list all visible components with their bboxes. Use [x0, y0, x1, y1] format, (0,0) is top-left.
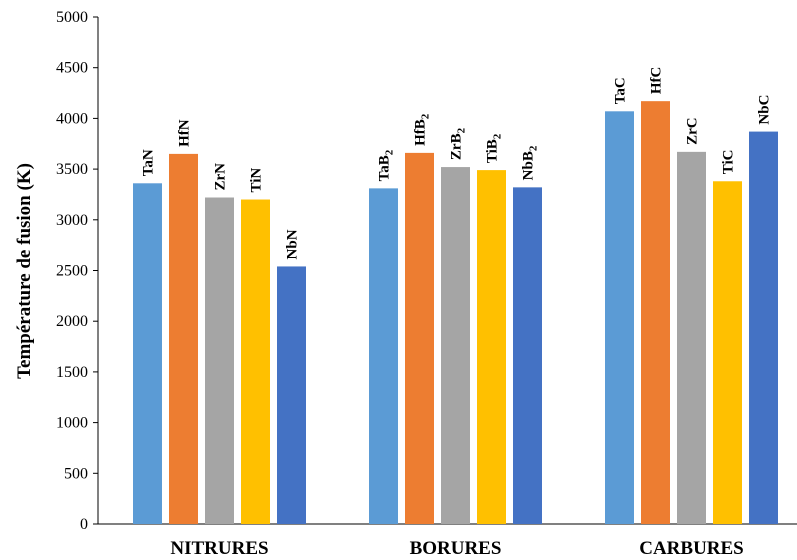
bars [133, 101, 778, 525]
bar-hfn [169, 153, 198, 524]
bar-tin [241, 199, 270, 524]
bar-tic [713, 181, 742, 524]
bar-data-label: ZrC [685, 117, 701, 145]
bar-tac [605, 111, 634, 524]
y-tick-label: 500 [64, 465, 88, 482]
category-label: CARBURES [639, 538, 744, 559]
y-tick-label: 2500 [56, 263, 88, 280]
category-label: NITRURES [170, 538, 268, 559]
y-tick-label: 3000 [56, 212, 88, 229]
y-tick-label: 2000 [56, 313, 88, 330]
subscript: 2 [420, 113, 432, 119]
y-axis: 0 500 1000 1500 2000 2500 3000 3500 4000 4500 5000 [56, 9, 797, 533]
bar-zrb2 [441, 167, 470, 524]
y-tick-label: 0 [80, 516, 88, 533]
y-axis-label: Température de fusion (K) [14, 163, 35, 379]
y-tick-label: 3500 [56, 161, 88, 178]
bar-tan [133, 183, 162, 524]
bar-data-label: TiN [249, 168, 265, 193]
subscript: 2 [492, 133, 504, 139]
y-tick-label: 1000 [56, 415, 88, 432]
bar-nbn [277, 266, 306, 524]
bar-data-label: HfB2 [413, 113, 432, 146]
category-label: BORURES [410, 538, 502, 559]
bar-data-label: TiC [721, 150, 737, 175]
bar-tib2 [477, 170, 506, 524]
bar-hfc [641, 101, 670, 525]
bar-labels: TaN HfN ZrN TiN NbN TaB2 HfB2 ZrB2 TiB2 NbB2 TaC Hf… [141, 67, 773, 260]
subscript: 2 [384, 149, 396, 155]
bar-tab2 [369, 188, 398, 524]
subscript: 2 [528, 145, 540, 151]
bar-data-label: TaC [613, 77, 629, 104]
category-labels: NITRURES BORURES CARBURES [170, 538, 743, 559]
bar-zrc [677, 151, 706, 524]
bar-data-label: HfC [649, 67, 665, 95]
bar-nbc [749, 131, 778, 524]
bar-data-label: TaN [141, 149, 157, 176]
bar-data-label: NbC [757, 95, 773, 125]
bar-data-label: ZrB2 [449, 127, 468, 160]
bar-data-label: NbB2 [521, 145, 540, 180]
y-tick-label: 4000 [56, 110, 88, 127]
bar-data-label: ZrN [213, 163, 229, 191]
y-tick-label: 5000 [56, 9, 88, 26]
bar-data-label: TiB2 [485, 133, 504, 163]
bar-nbb2 [513, 187, 542, 525]
bar-data-label: NbN [285, 229, 301, 259]
y-tick-label: 4500 [56, 60, 88, 77]
subscript: 2 [456, 127, 468, 133]
bar-data-label: HfN [177, 119, 193, 147]
bar-hfb2 [405, 152, 434, 524]
bar-data-label: TaB2 [377, 149, 396, 181]
y-tick-label: 1500 [56, 364, 88, 381]
bar-zrn [205, 197, 234, 524]
